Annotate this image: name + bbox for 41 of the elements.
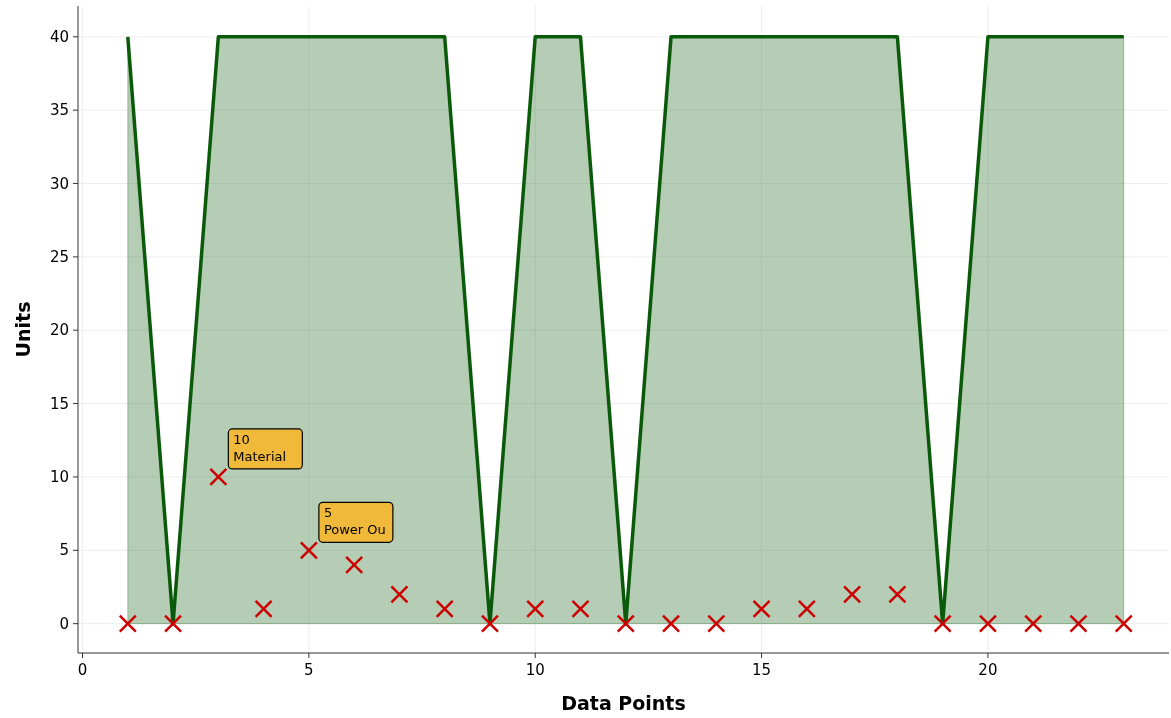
y-tick-label: 40: [49, 27, 69, 46]
point: [933, 614, 952, 633]
point: [254, 599, 273, 619]
y-tick-label: 10: [49, 467, 69, 486]
x-tick-label: 20: [978, 661, 998, 679]
y-tick-label: 15: [49, 394, 69, 413]
point: [525, 599, 545, 619]
y-tick-label: 0: [59, 614, 69, 633]
point: [797, 599, 817, 619]
y-tick-label: 30: [49, 174, 69, 193]
point: [842, 585, 862, 604]
point: [1023, 614, 1043, 633]
point: [978, 614, 998, 633]
point: [163, 614, 183, 633]
point: [707, 614, 726, 633]
y-tick-label: 35: [49, 101, 69, 120]
point: [390, 585, 409, 604]
annotation: 10 Material: [233, 431, 287, 464]
point: [344, 555, 364, 575]
point: [888, 585, 907, 604]
y-tick-label: 20: [49, 321, 69, 340]
point: [118, 614, 138, 633]
point: [571, 599, 590, 619]
point: [209, 467, 228, 487]
annotation: 5 Power Ou: [323, 505, 386, 538]
x-tick-label: 10: [525, 661, 545, 679]
point: [480, 614, 500, 633]
x-tick-label: 0: [77, 661, 88, 679]
point: [299, 541, 319, 560]
point: [752, 599, 771, 619]
point: [1069, 614, 1088, 633]
x-axis-title: Data Points: [561, 692, 686, 714]
point: [661, 614, 681, 633]
point: [616, 614, 636, 633]
y-tick-label: 25: [49, 247, 69, 266]
x-tick-label: 15: [752, 661, 772, 679]
y-axis-title: Units: [12, 301, 34, 358]
x-tick-label: 5: [304, 661, 314, 679]
y-tick-label: 5: [59, 541, 69, 560]
point: [1114, 614, 1133, 633]
point: [435, 599, 454, 619]
